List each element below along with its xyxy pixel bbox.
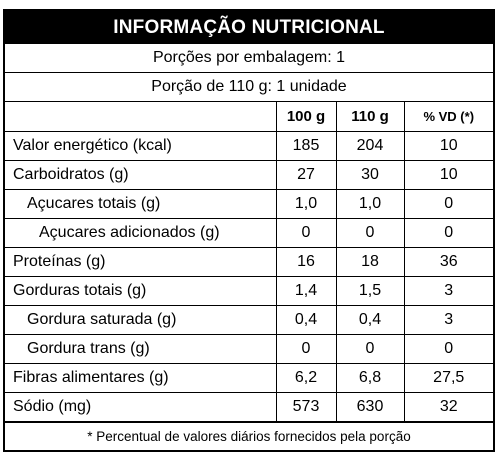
nutrient-name: Gorduras totais (g) <box>5 275 277 306</box>
value-daily: 3 <box>403 275 493 306</box>
table-row: Açucares adicionados (g) 0 0 0 <box>5 217 493 248</box>
table-row: Fibras alimentares (g) 6,2 6,8 27,5 <box>5 362 493 393</box>
value-100g: 0 <box>275 333 337 364</box>
table-row: Carboidratos (g) 27 30 10 <box>5 159 493 190</box>
footnote: * Percentual de valores diários fornecid… <box>5 421 493 451</box>
table-row: Valor energético (kcal) 185 204 10 <box>5 130 493 161</box>
value-110g: 1,0 <box>335 188 405 219</box>
nutrient-name: Fibras alimentares (g) <box>5 362 277 393</box>
value-110g: 630 <box>335 391 405 422</box>
value-daily: 10 <box>403 159 493 190</box>
nutrient-name: Sódio (mg) <box>5 391 277 422</box>
value-100g: 6,2 <box>275 362 337 393</box>
value-daily: 0 <box>403 217 493 248</box>
header-daily-value: % VD (*) <box>403 102 493 132</box>
nutrient-name: Açucares adicionados (g) <box>5 217 277 248</box>
table-row: Gorduras totais (g) 1,4 1,5 3 <box>5 275 493 306</box>
table-row: Sódio (mg) 573 630 32 <box>5 391 493 422</box>
value-100g: 0 <box>275 217 337 248</box>
value-daily: 0 <box>403 333 493 364</box>
table-row: Gordura trans (g) 0 0 0 <box>5 333 493 364</box>
nutrient-name: Valor energético (kcal) <box>5 130 277 161</box>
value-110g: 6,8 <box>335 362 405 393</box>
header-100g: 100 g <box>275 102 337 132</box>
value-100g: 0,4 <box>275 304 337 335</box>
value-110g: 1,5 <box>335 275 405 306</box>
nutrient-name: Gordura saturada (g) <box>5 304 277 335</box>
nutrient-name: Gordura trans (g) <box>5 333 277 364</box>
header-110g: 110 g <box>335 102 405 132</box>
table-row: Açucares totais (g) 1,0 1,0 0 <box>5 188 493 219</box>
value-100g: 16 <box>275 246 337 277</box>
value-daily: 32 <box>403 391 493 422</box>
value-daily: 27,5 <box>403 362 493 393</box>
nutrient-name: Carboidratos (g) <box>5 159 277 190</box>
value-100g: 1,0 <box>275 188 337 219</box>
value-100g: 27 <box>275 159 337 190</box>
label-title: INFORMAÇÃO NUTRICIONAL <box>5 11 493 44</box>
value-daily: 10 <box>403 130 493 161</box>
value-100g: 1,4 <box>275 275 337 306</box>
header-blank <box>5 102 277 132</box>
nutrition-table: 100 g 110 g % VD (*) Valor energético (k… <box>5 102 493 422</box>
nutrient-name: Proteínas (g) <box>5 246 277 277</box>
serving-size: Porção de 110 g: 1 unidade <box>5 73 493 102</box>
value-110g: 0 <box>335 217 405 248</box>
value-daily: 36 <box>403 246 493 277</box>
value-100g: 573 <box>275 391 337 422</box>
value-daily: 0 <box>403 188 493 219</box>
value-100g: 185 <box>275 130 337 161</box>
table-row: Proteínas (g) 16 18 36 <box>5 246 493 277</box>
table-row: Gordura saturada (g) 0,4 0,4 3 <box>5 304 493 335</box>
value-110g: 30 <box>335 159 405 190</box>
nutrition-facts-label: INFORMAÇÃO NUTRICIONAL Porções por embal… <box>3 9 495 452</box>
nutrient-name: Açucares totais (g) <box>5 188 277 219</box>
value-110g: 204 <box>335 130 405 161</box>
value-110g: 0,4 <box>335 304 405 335</box>
value-110g: 18 <box>335 246 405 277</box>
table-header-row: 100 g 110 g % VD (*) <box>5 102 493 132</box>
value-110g: 0 <box>335 333 405 364</box>
servings-per-package: Porções por embalagem: 1 <box>5 44 493 73</box>
value-daily: 3 <box>403 304 493 335</box>
